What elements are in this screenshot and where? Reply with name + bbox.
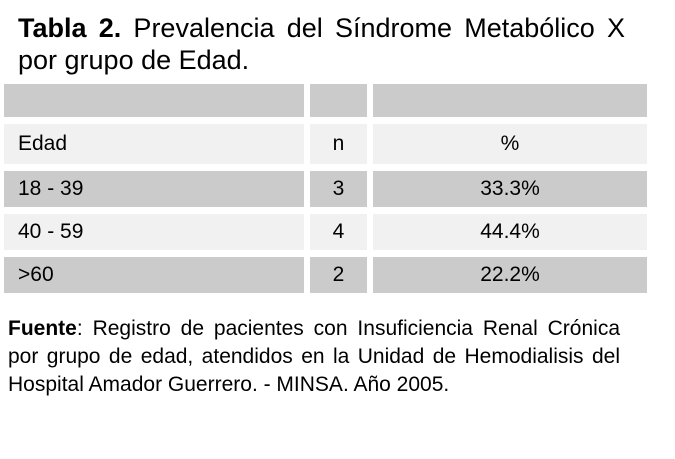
table-row-40-59: 40 - 59 4 44.4%	[4, 214, 647, 250]
band-cell-edad	[4, 84, 304, 117]
cell-pct: 33.3%	[373, 171, 647, 207]
cell-pct: 44.4%	[373, 214, 647, 250]
cell-n: 2	[310, 257, 367, 293]
cell-edad: 40 - 59	[4, 214, 304, 250]
table-title: Tabla 2. Prevalencia del Síndrome Metabó…	[18, 12, 625, 76]
band-cell-n	[310, 84, 367, 117]
cell-n: 4	[310, 214, 367, 250]
cell-n: 3	[310, 171, 367, 207]
prevalence-table: Edad n % 18 - 39 3 33.3% 40 - 59 4 44.4%…	[4, 84, 647, 293]
table-top-band	[4, 84, 647, 117]
band-cell-pct	[373, 84, 647, 117]
cell-edad: 18 - 39	[4, 171, 304, 207]
source-note: Fuente: Registro de pacientes con Insufi…	[8, 315, 620, 399]
source-note-text: : Registro de pacientes con Insuficienci…	[8, 317, 620, 396]
table-row-60-plus: >60 2 22.2%	[4, 257, 647, 293]
column-header-n: n	[310, 124, 367, 164]
table-row-18-39: 18 - 39 3 33.3%	[4, 171, 647, 207]
table-title-text: Prevalencia del Síndrome Metabólico X po…	[18, 13, 625, 75]
cell-pct: 22.2%	[373, 257, 647, 293]
column-header-edad: Edad	[4, 124, 304, 164]
table-header-row: Edad n %	[4, 124, 647, 164]
table-title-label: Tabla 2.	[18, 13, 122, 43]
source-note-label: Fuente	[8, 317, 77, 340]
column-header-pct: %	[373, 124, 647, 164]
cell-edad: >60	[4, 257, 304, 293]
